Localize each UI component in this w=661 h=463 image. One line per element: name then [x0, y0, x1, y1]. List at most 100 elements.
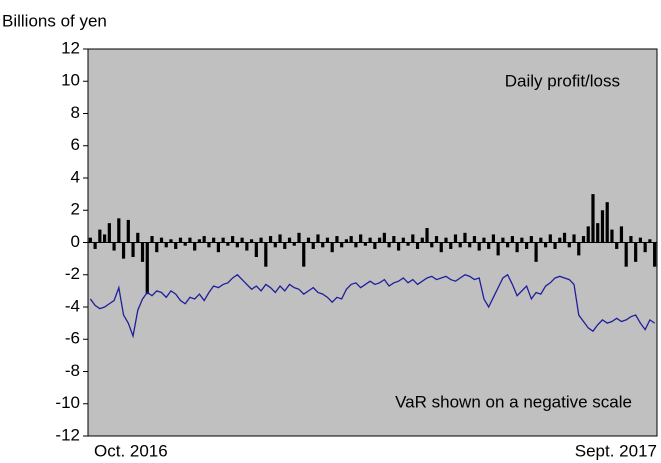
bar: [548, 234, 552, 243]
bar: [525, 242, 529, 249]
bar: [254, 242, 258, 258]
bar: [458, 242, 462, 248]
bar: [615, 242, 619, 249]
bar: [515, 242, 519, 253]
bar: [368, 237, 372, 243]
y-tick-label: -10: [55, 393, 80, 412]
bar: [425, 227, 429, 243]
y-tick-label: 10: [61, 71, 80, 90]
x-tick-label: Sept. 2017: [575, 441, 657, 460]
bar: [174, 242, 178, 249]
bar: [283, 242, 287, 249]
bar: [577, 242, 581, 256]
bar: [373, 242, 377, 249]
bar: [638, 237, 643, 243]
y-tick-label: 2: [71, 200, 80, 219]
bar: [600, 210, 605, 243]
bar: [387, 242, 391, 248]
bar: [202, 236, 206, 243]
bar: [453, 234, 458, 243]
bar: [491, 234, 496, 243]
bar: [558, 237, 562, 243]
bar: [231, 236, 235, 243]
bar: [510, 236, 514, 243]
bar: [240, 237, 244, 243]
bar: [378, 237, 382, 243]
bar: [159, 237, 164, 243]
bar: [344, 239, 349, 243]
bar: [136, 232, 140, 243]
bar: [586, 226, 590, 243]
bar: [534, 242, 538, 262]
bar: [249, 239, 254, 243]
bar: [245, 242, 249, 251]
var-line: [89, 273, 655, 339]
bar: [226, 242, 230, 246]
bar: [121, 242, 126, 259]
y-tick-label: -6: [65, 329, 80, 348]
bar: [264, 242, 268, 267]
bar: [93, 242, 97, 249]
series-annotation: VaR shown on a negative scale: [395, 392, 632, 411]
bar: [596, 223, 600, 243]
bar: [567, 242, 571, 248]
bar: [653, 242, 657, 267]
bar: [340, 242, 344, 248]
bar: [553, 242, 557, 249]
bar: [98, 229, 102, 243]
bar: [401, 237, 405, 243]
bar: [311, 242, 315, 249]
bar: [131, 242, 135, 258]
bar: [411, 234, 415, 243]
x-tick-label: Oct. 2016: [94, 441, 168, 460]
bar: [501, 237, 505, 243]
bar: [420, 237, 424, 243]
bar: [316, 234, 320, 243]
bar: [259, 237, 263, 243]
bar: [207, 242, 211, 248]
bar: [273, 242, 277, 248]
bar: [444, 237, 448, 243]
bar: [619, 226, 624, 243]
y-tick-label: 8: [71, 103, 80, 122]
bar: [529, 236, 533, 243]
y-tick-label: 4: [71, 167, 80, 186]
bar: [145, 242, 149, 295]
y-tick-label: -4: [65, 296, 80, 315]
bar: [354, 242, 358, 248]
bar: [539, 237, 543, 243]
bar: [624, 242, 628, 267]
bar: [268, 236, 273, 243]
bar: [468, 242, 472, 248]
y-tick-label: -12: [55, 425, 80, 444]
y-tick-label: -2: [65, 264, 80, 283]
y-tick-label: 6: [71, 135, 80, 154]
bar: [178, 237, 183, 243]
bar: [643, 242, 647, 253]
bar: [112, 242, 116, 251]
bar: [506, 242, 510, 248]
bar: [126, 219, 130, 243]
bar: [287, 237, 292, 243]
bar: [434, 236, 439, 243]
bar: [306, 237, 311, 243]
bar: [330, 242, 334, 253]
bar: [463, 232, 467, 243]
bar: [235, 242, 239, 248]
bar: [302, 242, 306, 267]
series-annotation: Daily profit/loss: [505, 71, 620, 90]
bar: [581, 236, 586, 243]
bar: [292, 242, 296, 246]
bar: [216, 242, 220, 253]
bar: [520, 237, 524, 243]
bar: [155, 242, 159, 253]
bar: [363, 242, 367, 246]
bar: [392, 236, 396, 243]
y-tick-label: 0: [71, 232, 80, 251]
bar: [278, 234, 282, 243]
bar: [382, 232, 386, 243]
bar: [477, 242, 481, 251]
bar: [648, 239, 652, 243]
bar: [335, 236, 339, 243]
